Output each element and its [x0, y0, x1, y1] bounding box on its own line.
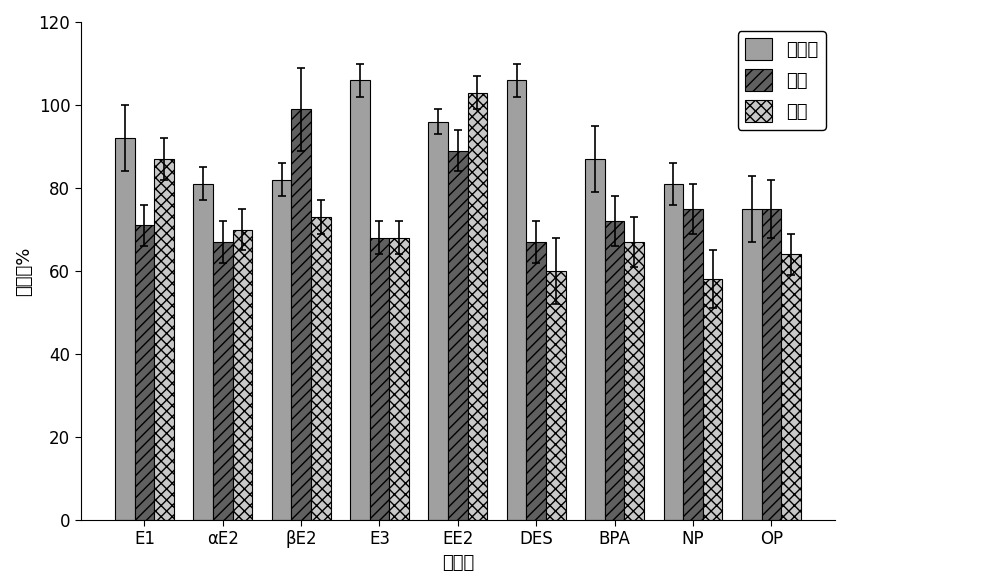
Bar: [605, 221, 624, 520]
Bar: [154, 159, 174, 520]
Bar: [546, 271, 566, 520]
Bar: [742, 209, 762, 520]
X-axis label: 雌激素: 雌激素: [442, 554, 474, 572]
Bar: [762, 209, 781, 520]
Bar: [428, 122, 448, 520]
Bar: [507, 80, 526, 520]
Bar: [233, 230, 252, 520]
Y-axis label: 回收率%: 回收率%: [15, 247, 33, 296]
Bar: [389, 238, 409, 520]
Bar: [135, 225, 154, 520]
Bar: [468, 93, 487, 520]
Bar: [272, 180, 291, 520]
Bar: [370, 238, 389, 520]
Bar: [448, 151, 468, 520]
Bar: [350, 80, 370, 520]
Bar: [291, 109, 311, 520]
Bar: [664, 184, 683, 520]
Bar: [115, 138, 135, 520]
Bar: [781, 254, 801, 520]
Bar: [703, 279, 722, 520]
Bar: [193, 184, 213, 520]
Bar: [311, 217, 331, 520]
Bar: [213, 242, 233, 520]
Legend: 自来水, 河水, 污水: 自来水, 河水, 污水: [738, 31, 826, 130]
Bar: [585, 159, 605, 520]
Bar: [624, 242, 644, 520]
Bar: [683, 209, 703, 520]
Bar: [526, 242, 546, 520]
